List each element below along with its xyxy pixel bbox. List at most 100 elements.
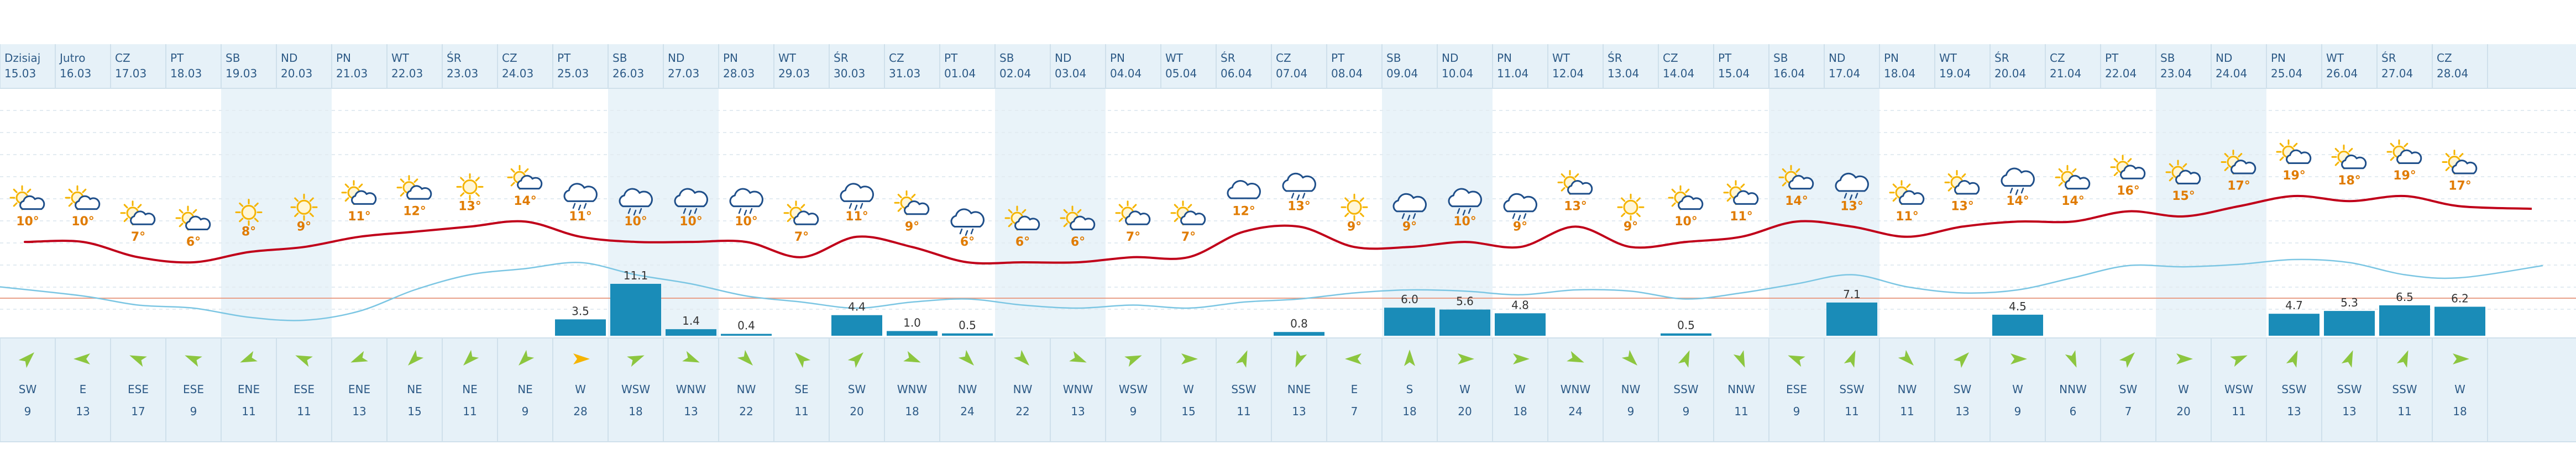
wind-speed: 9 bbox=[1793, 405, 1800, 418]
sun-ray bbox=[2238, 153, 2243, 158]
wind-direction: SSW bbox=[2392, 383, 2417, 396]
wind-arrow-icon bbox=[1678, 350, 1690, 368]
wind-arrow-icon bbox=[518, 350, 535, 366]
sun-ray bbox=[1132, 204, 1137, 209]
rain-drop bbox=[683, 208, 687, 214]
sun-ray bbox=[2445, 166, 2450, 171]
wind-direction: ESE bbox=[128, 383, 149, 396]
sun-ray bbox=[460, 192, 465, 197]
cloud-rain-icon bbox=[1503, 193, 1537, 221]
sun-ray bbox=[179, 223, 184, 228]
day-header: ŚR 13.04 bbox=[1608, 51, 1639, 80]
wind-arrow-shape bbox=[129, 355, 147, 367]
wind-speed: 13 bbox=[76, 405, 90, 418]
wind-arrow-shape bbox=[1345, 353, 1362, 364]
sun-ray bbox=[192, 209, 197, 214]
precip-label: 1.0 bbox=[903, 316, 921, 330]
day-date: 31.03 bbox=[889, 67, 920, 80]
day-name: CZ bbox=[1276, 51, 1291, 65]
wind-direction: NE bbox=[462, 383, 478, 396]
sun-ray bbox=[1621, 197, 1626, 202]
cloud-shape bbox=[1954, 180, 1980, 195]
wind-arrow-icon bbox=[74, 353, 90, 364]
sun-ray bbox=[344, 183, 349, 188]
temperature-label: 9° bbox=[1624, 220, 1638, 234]
precip-label: 5.3 bbox=[2341, 296, 2358, 309]
sun-cloud-icon bbox=[2276, 139, 2312, 165]
temperature-label: 7° bbox=[1181, 230, 1196, 244]
precip-label: 4.4 bbox=[848, 300, 866, 314]
wind-direction: W bbox=[1183, 383, 1194, 396]
wind-arrow-icon bbox=[350, 351, 368, 363]
wind-direction: W bbox=[1459, 383, 1470, 396]
day-header: PN 18.04 bbox=[1884, 51, 1915, 80]
temperature-label: 9° bbox=[297, 220, 311, 234]
wind-speed: 18 bbox=[905, 405, 919, 418]
sun-cloud-icon bbox=[341, 180, 377, 205]
wind-arrow-icon bbox=[682, 351, 700, 363]
day-name: ND bbox=[1442, 51, 1458, 65]
temperature-label: 13° bbox=[1951, 199, 1974, 213]
temperature-label: 15° bbox=[2172, 189, 2195, 203]
day-header: PN 28.03 bbox=[723, 51, 755, 80]
wind-arrow-shape bbox=[1124, 355, 1142, 367]
sun-cloud-icon bbox=[1115, 200, 1151, 226]
day-date: 22.04 bbox=[2105, 67, 2137, 80]
precip-bar bbox=[2379, 305, 2430, 336]
sun-ray bbox=[1187, 204, 1192, 209]
cloud-shape bbox=[2341, 154, 2367, 170]
wind-arrow-shape bbox=[295, 355, 313, 367]
day-header: CZ 07.04 bbox=[1276, 51, 1307, 80]
cloud-shape bbox=[1448, 188, 1482, 208]
day-header: SB 16.04 bbox=[1773, 51, 1805, 80]
sun-ray bbox=[294, 213, 299, 218]
day-date: 28.04 bbox=[2437, 67, 2468, 80]
cloud-shape bbox=[1835, 172, 1869, 192]
sun-ray bbox=[2169, 163, 2174, 168]
weekend-band bbox=[1382, 88, 1437, 337]
wind-direction: W bbox=[2454, 383, 2465, 396]
wind-speed: 11 bbox=[1900, 405, 1914, 418]
temperature-label: 19° bbox=[2393, 169, 2416, 183]
day-name: ŚR bbox=[1994, 51, 2009, 65]
day-date: 18.03 bbox=[170, 67, 202, 80]
temperature-label: 9° bbox=[905, 220, 919, 234]
wind-arrow-shape bbox=[1181, 353, 1198, 364]
wind-speed: 15 bbox=[407, 405, 421, 418]
rain-drop bbox=[2015, 189, 2019, 195]
weekend-band bbox=[2156, 88, 2211, 337]
sun-ray bbox=[897, 194, 902, 198]
day-date: 08.04 bbox=[1331, 67, 1363, 80]
day-header: SB 23.04 bbox=[2160, 51, 2192, 80]
day-name: ŚR bbox=[447, 51, 462, 65]
day-header: ŚR 23.03 bbox=[447, 51, 478, 80]
sun-ray bbox=[1726, 183, 1731, 188]
sun-ray bbox=[1359, 197, 1364, 202]
weekend-band bbox=[1437, 88, 1493, 337]
wind-arrow-icon bbox=[2396, 350, 2409, 368]
sun-icon bbox=[456, 173, 484, 200]
rain-drop bbox=[959, 228, 963, 235]
day-date: 07.04 bbox=[1276, 67, 1307, 80]
wind-arrow-icon bbox=[18, 352, 35, 368]
day-date: 13.04 bbox=[1608, 67, 1639, 80]
cloud-shape bbox=[1733, 190, 1759, 205]
sun-ray bbox=[1077, 209, 1082, 214]
sun-cloud-icon bbox=[2110, 155, 2146, 180]
wind-speed: 11 bbox=[1734, 405, 1748, 418]
wind-speed: 13 bbox=[2342, 405, 2356, 418]
wind-direction: NW bbox=[1621, 383, 1641, 396]
sun-ray bbox=[1782, 168, 1787, 173]
day-name: ND bbox=[1829, 51, 1845, 65]
sun-ray bbox=[2279, 156, 2284, 161]
wind-arrow-shape bbox=[2230, 355, 2248, 367]
wind-direction: SSW bbox=[2337, 383, 2362, 396]
day-name: CZ bbox=[502, 51, 517, 65]
temperature-label: 11° bbox=[348, 210, 371, 224]
day-name: PT bbox=[557, 51, 571, 65]
temperature-label: 6° bbox=[186, 235, 201, 249]
rain-drop bbox=[627, 208, 631, 214]
cloud-shape bbox=[1125, 210, 1151, 225]
sun-ray bbox=[137, 204, 142, 209]
rain-drop bbox=[1517, 215, 1521, 221]
